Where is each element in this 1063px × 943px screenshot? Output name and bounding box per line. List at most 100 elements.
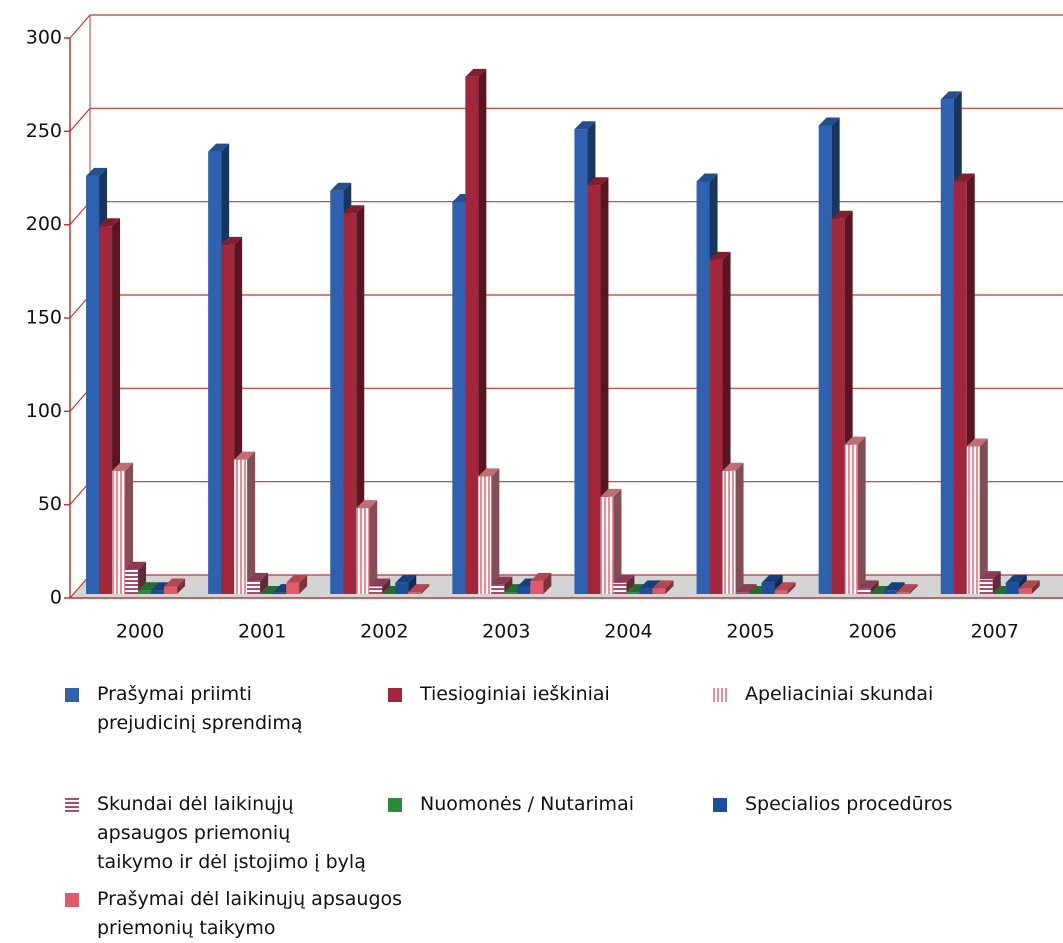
bar-top bbox=[208, 143, 230, 152]
bar bbox=[286, 574, 308, 594]
legend-swatch bbox=[713, 688, 727, 702]
bar-front bbox=[343, 213, 357, 594]
bar-front bbox=[709, 259, 723, 594]
bar-front bbox=[504, 592, 518, 594]
bar-front bbox=[844, 444, 858, 594]
bar-side bbox=[979, 438, 988, 594]
legend-entry: Specialios procedūros bbox=[713, 790, 1025, 819]
bar-front bbox=[587, 185, 601, 594]
legend-entry: Prašymai dėl laikinųjų apsaugos priemoni… bbox=[65, 885, 437, 943]
bar-side bbox=[478, 68, 487, 594]
bar-front bbox=[164, 586, 178, 594]
bar-front bbox=[330, 190, 344, 595]
bar-top bbox=[818, 117, 840, 126]
bar-side bbox=[857, 436, 866, 594]
bar-front bbox=[234, 459, 248, 594]
bar-front bbox=[761, 582, 775, 594]
bar-side bbox=[491, 468, 500, 594]
bar bbox=[408, 584, 430, 594]
bar-front bbox=[491, 584, 505, 594]
legend-swatch bbox=[388, 688, 402, 702]
bar-front bbox=[1018, 588, 1032, 594]
legend-entry: Apeliaciniai skundai bbox=[713, 680, 1025, 709]
bar-top bbox=[138, 582, 160, 591]
x-tick-label: 2006 bbox=[848, 621, 896, 643]
bar-top bbox=[966, 438, 988, 447]
bar bbox=[164, 578, 186, 594]
bar bbox=[896, 584, 918, 594]
bar-front bbox=[574, 129, 588, 594]
bar-top bbox=[844, 436, 866, 445]
bar-front bbox=[979, 579, 993, 594]
bar-side bbox=[1031, 580, 1040, 594]
x-tick-label: 2002 bbox=[360, 621, 408, 643]
bar-front bbox=[966, 446, 980, 594]
bar-side bbox=[543, 572, 552, 594]
bar-front bbox=[247, 580, 261, 594]
bar-front bbox=[151, 590, 165, 594]
bar-top bbox=[234, 451, 256, 460]
bar-top bbox=[600, 488, 622, 497]
bar-front bbox=[953, 181, 967, 594]
bar-front bbox=[221, 244, 235, 594]
floor bbox=[70, 575, 1063, 598]
legend-label: Prašymai dėl laikinųjų apsaugos priemoni… bbox=[97, 888, 403, 939]
bar-top bbox=[164, 578, 186, 587]
bar-top bbox=[491, 576, 513, 585]
bar-side bbox=[504, 576, 513, 594]
legend-swatch-rect bbox=[388, 798, 402, 812]
bar bbox=[530, 572, 552, 594]
bar-top bbox=[247, 572, 269, 581]
bar-front bbox=[99, 226, 113, 594]
bar bbox=[722, 462, 744, 594]
bar-side bbox=[787, 582, 796, 594]
legend-entry: Tiesioginiai ieškiniai bbox=[388, 680, 680, 709]
bar-top bbox=[286, 574, 308, 583]
bar-front bbox=[696, 181, 710, 594]
legend-swatch-rect bbox=[713, 688, 727, 702]
legend-swatch bbox=[65, 893, 79, 907]
bar-front bbox=[369, 586, 383, 594]
bar-side bbox=[369, 500, 378, 594]
bar bbox=[395, 574, 417, 594]
bar-side bbox=[992, 571, 1001, 594]
bar-front bbox=[286, 582, 300, 594]
bar-front bbox=[735, 592, 749, 594]
bar bbox=[979, 571, 1001, 594]
bar-front bbox=[208, 151, 222, 594]
bar-top bbox=[369, 578, 391, 587]
bar-front bbox=[112, 470, 126, 594]
bar bbox=[735, 584, 757, 594]
bar-top bbox=[86, 167, 108, 176]
legend-entry: Nuomonės / Nutarimai bbox=[388, 790, 680, 819]
legend-swatch-rect bbox=[65, 688, 79, 702]
bar-front bbox=[356, 508, 370, 594]
bar-front bbox=[626, 592, 640, 594]
bar-top bbox=[395, 574, 417, 583]
y-tick-label: 300 bbox=[26, 27, 62, 49]
bar-top bbox=[940, 91, 962, 100]
bar-front bbox=[639, 588, 653, 594]
bar-top bbox=[652, 580, 674, 589]
legend-swatch bbox=[388, 798, 402, 812]
bar-front bbox=[478, 476, 492, 594]
bar-side bbox=[247, 451, 256, 594]
bar-front bbox=[86, 175, 100, 594]
bar-side bbox=[735, 462, 744, 594]
bar-top bbox=[857, 580, 879, 589]
legend-label: Specialios procedūros bbox=[745, 793, 953, 815]
bar-top bbox=[774, 582, 796, 591]
y-tick-label: 0 bbox=[50, 587, 62, 609]
bar bbox=[356, 500, 378, 594]
bar-front bbox=[600, 496, 614, 594]
bar-front bbox=[940, 99, 954, 594]
bar-side bbox=[408, 574, 417, 594]
bar-front bbox=[831, 218, 845, 595]
y-tick-label: 200 bbox=[26, 213, 62, 235]
bar-top bbox=[343, 205, 365, 214]
x-tick-label: 2004 bbox=[604, 621, 652, 643]
bar bbox=[343, 205, 365, 594]
bar-front bbox=[273, 592, 287, 594]
bar-top bbox=[99, 218, 121, 227]
bar-side bbox=[665, 580, 674, 594]
